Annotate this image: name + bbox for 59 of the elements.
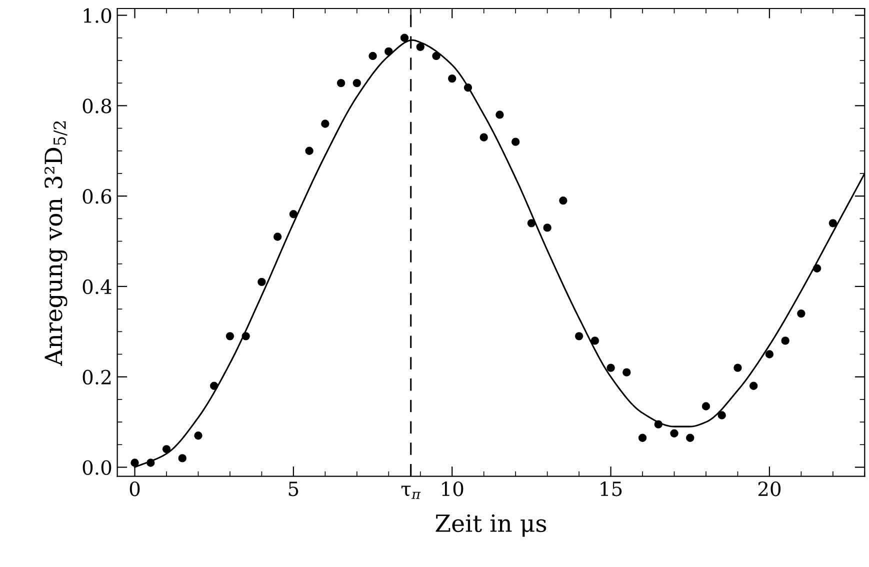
point [448, 74, 456, 83]
point [765, 350, 774, 358]
point [368, 52, 377, 60]
point [654, 420, 662, 428]
y-tick-label: 0.6 [82, 189, 112, 204]
point [511, 138, 520, 146]
point [480, 133, 488, 142]
x-tick-label: 0 [130, 481, 140, 496]
x-tick-label: 10 [442, 481, 464, 496]
point [384, 47, 393, 56]
point [574, 332, 584, 340]
point [622, 368, 631, 376]
point [734, 364, 742, 372]
point [146, 458, 155, 467]
y-tick-label: 0.8 [82, 98, 112, 114]
point [194, 432, 202, 440]
y-axis-title: Anregung von 3²D$_{5/2}$ [44, 121, 68, 366]
point [305, 146, 314, 155]
point [321, 120, 330, 128]
y-tick-label: 0.4 [82, 279, 112, 294]
point [590, 336, 600, 345]
point [670, 429, 678, 438]
point [686, 434, 694, 442]
point [178, 454, 186, 462]
point [432, 52, 440, 60]
point [242, 332, 250, 340]
point [718, 411, 726, 420]
y-tick-label: 0.0 [82, 460, 112, 475]
x-tick-label: τ$_{π}$ [401, 486, 421, 499]
point [130, 458, 139, 467]
point [258, 278, 266, 286]
point [606, 364, 615, 372]
point [749, 382, 758, 390]
point [496, 110, 504, 119]
point [400, 34, 409, 42]
point [559, 196, 568, 205]
point [797, 309, 806, 318]
point [702, 402, 710, 410]
y-tick-label: 0.2 [82, 370, 111, 385]
x-tick-label: 20 [758, 481, 781, 496]
point [226, 332, 234, 340]
point [352, 78, 362, 88]
point [527, 219, 536, 228]
point [273, 232, 282, 241]
y-tick-label: 1.0 [84, 8, 112, 23]
point [828, 219, 838, 228]
x-tick-label: 15 [600, 481, 622, 496]
point [162, 445, 171, 454]
point [289, 210, 298, 218]
x-axis-title: Zeit in μs [436, 514, 546, 537]
point [416, 42, 424, 52]
point [638, 434, 647, 442]
point [464, 84, 472, 92]
point [543, 224, 552, 232]
point [812, 264, 822, 272]
point [210, 382, 218, 390]
point [336, 78, 346, 88]
x-tick-label: 5 [288, 482, 298, 496]
point [781, 336, 790, 345]
